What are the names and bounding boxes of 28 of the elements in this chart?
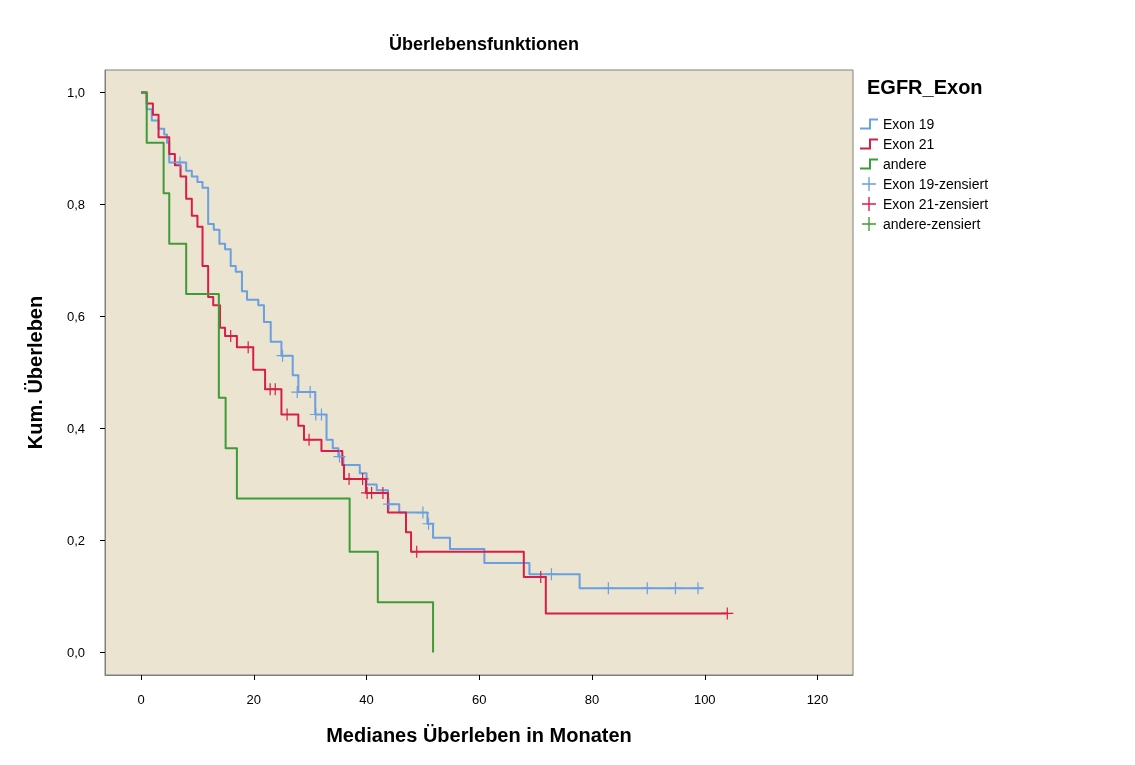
x-tick-label: 120 [806, 692, 829, 707]
x-tick-label: 60 [472, 692, 487, 707]
x-tick-label: 40 [359, 692, 374, 707]
y-tick-label: 0,6 [67, 308, 86, 324]
x-tick-label: 0 [137, 692, 145, 707]
legend-title: EGFR_Exon [867, 76, 983, 98]
point [173, 156, 186, 169]
y-tick-label: 0,4 [67, 421, 86, 437]
point [303, 433, 316, 446]
legend-label: andere-zensiert [883, 216, 981, 232]
x-tick-label: 80 [584, 692, 600, 707]
legend-label: Exon 19 [883, 116, 935, 132]
x-tick-label: 20 [246, 692, 262, 707]
y-axis-title: Kum. Überleben [24, 295, 46, 450]
point [416, 506, 429, 519]
chart-title: Überlebensfunktionen [388, 34, 580, 54]
y-tick-label: 0,8 [67, 196, 86, 212]
x-tick-label: 100 [693, 692, 716, 707]
legend-label: Exon 21-zensiert [883, 196, 989, 212]
legend-label: andere [883, 156, 927, 172]
x-axis-title: Medianes Überleben in Monaten [326, 724, 632, 746]
y-tick-label: 1,0 [67, 84, 86, 100]
legend-label: Exon 21 [883, 136, 935, 152]
point [383, 498, 396, 511]
point [691, 582, 704, 595]
y-tick-label: 0,2 [67, 533, 86, 549]
legend-label: Exon 19-zensiert [883, 176, 989, 192]
y-tick-label: 0,0 [67, 645, 86, 661]
